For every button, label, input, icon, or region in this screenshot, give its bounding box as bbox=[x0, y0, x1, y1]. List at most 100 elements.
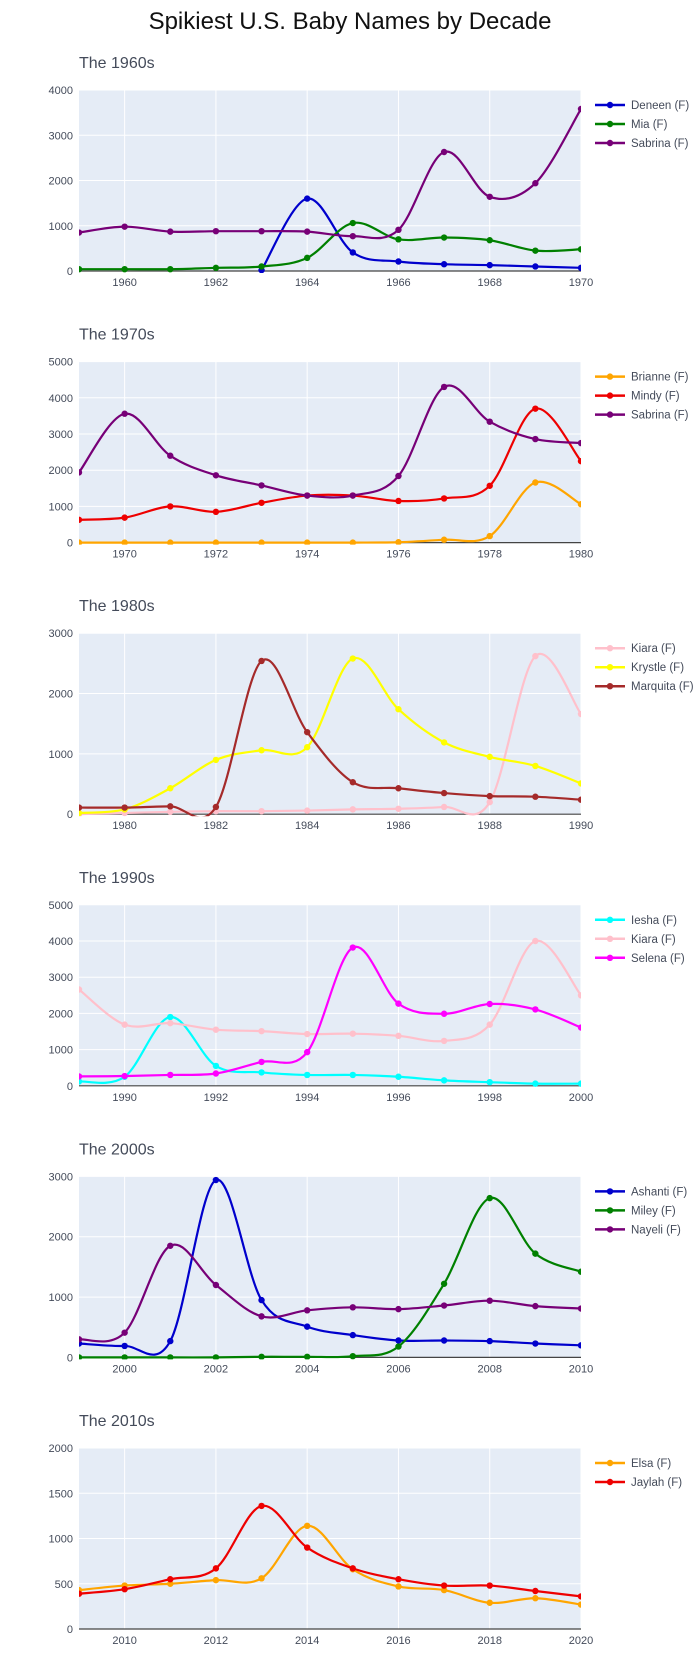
data-point bbox=[349, 232, 357, 240]
data-point bbox=[121, 539, 128, 545]
x-tick-label: 2012 bbox=[204, 1635, 228, 1647]
legend-marker bbox=[606, 954, 614, 961]
y-tick-label: 0 bbox=[67, 1624, 73, 1636]
data-point bbox=[440, 1010, 448, 1017]
plot-area bbox=[79, 1176, 581, 1358]
legend-marker bbox=[606, 120, 614, 128]
y-tick-label: 1000 bbox=[49, 1292, 73, 1304]
x-tick-label: 1998 bbox=[477, 1092, 501, 1104]
x-tick-label: 1978 bbox=[477, 549, 501, 561]
x-tick-label: 1982 bbox=[204, 820, 228, 832]
y-tick-label: 0 bbox=[67, 1081, 73, 1093]
data-point bbox=[532, 793, 539, 800]
data-point bbox=[577, 1268, 581, 1275]
legend-item: Kiara (F) bbox=[595, 643, 676, 655]
data-point bbox=[532, 1302, 539, 1310]
data-point bbox=[303, 1048, 311, 1056]
data-point bbox=[349, 655, 357, 662]
x-tick-label: 2010 bbox=[112, 1635, 136, 1647]
data-point bbox=[212, 1062, 220, 1070]
legend-item: Sabrina (F) bbox=[595, 138, 689, 150]
data-point bbox=[303, 254, 311, 262]
data-point bbox=[486, 482, 493, 489]
subplot-title: The 1990s bbox=[79, 870, 155, 887]
x-tick-label: 1974 bbox=[295, 549, 319, 561]
data-point bbox=[303, 1323, 311, 1330]
y-tick-label: 2000 bbox=[49, 1008, 73, 1020]
x-tick-label: 1964 bbox=[295, 277, 319, 289]
data-point bbox=[303, 228, 311, 235]
plot-area bbox=[79, 361, 581, 543]
x-tick-label: 1968 bbox=[477, 277, 501, 289]
data-point bbox=[577, 1342, 581, 1349]
legend-label: Sabrina (F) bbox=[631, 138, 689, 150]
data-point bbox=[532, 479, 539, 486]
legend-label: Miley (F) bbox=[631, 1205, 676, 1217]
x-tick-label: 1966 bbox=[386, 277, 410, 289]
y-tick-label: 1000 bbox=[49, 749, 73, 761]
legend-item: Selena (F) bbox=[595, 953, 685, 965]
data-point bbox=[395, 805, 402, 812]
data-point bbox=[577, 1305, 581, 1312]
data-point bbox=[440, 789, 448, 797]
y-tick-label: 4000 bbox=[49, 393, 73, 405]
data-point bbox=[395, 539, 402, 545]
data-point bbox=[486, 193, 493, 200]
series-2 bbox=[79, 383, 581, 499]
series-2 bbox=[79, 944, 581, 1080]
data-point bbox=[577, 501, 581, 508]
data-point bbox=[440, 1586, 448, 1594]
data-point bbox=[440, 1582, 448, 1589]
data-point bbox=[395, 497, 402, 505]
x-tick-label: 2002 bbox=[204, 1363, 228, 1375]
data-point bbox=[532, 762, 539, 770]
data-point bbox=[79, 265, 83, 273]
data-point bbox=[212, 1576, 220, 1584]
legend-item: Ashanti (F) bbox=[595, 1186, 687, 1198]
data-point bbox=[79, 229, 83, 236]
subplot-3: The 1990s 0 1000 2000 3000 4000 5000 1990 1992 19… bbox=[49, 870, 685, 1104]
data-point bbox=[258, 1027, 265, 1035]
data-point bbox=[121, 1021, 128, 1028]
data-point bbox=[167, 452, 174, 459]
data-point bbox=[395, 1337, 402, 1344]
y-tick-label: 2000 bbox=[49, 1443, 73, 1455]
y-tick-label: 5000 bbox=[49, 357, 73, 369]
legend-label: Sabrina (F) bbox=[631, 410, 689, 422]
data-point bbox=[440, 739, 448, 746]
series-2 bbox=[79, 105, 581, 240]
legend-item: Deneen (F) bbox=[595, 100, 689, 112]
data-point bbox=[577, 105, 581, 113]
data-point bbox=[167, 1580, 174, 1587]
data-point bbox=[303, 1307, 311, 1314]
legend-label: Brianne (F) bbox=[631, 372, 689, 384]
data-point bbox=[532, 1250, 539, 1257]
x-tick-label: 1984 bbox=[295, 820, 319, 832]
data-point bbox=[440, 536, 448, 543]
subplot-2: The 1980s 0 1000 2000 3000 1980 1982 1984 1986 19… bbox=[49, 598, 694, 832]
legend-label: Deneen (F) bbox=[631, 100, 689, 112]
data-point bbox=[167, 539, 174, 545]
data-point bbox=[258, 499, 265, 506]
y-tick-label: 1000 bbox=[49, 501, 73, 513]
data-point bbox=[532, 937, 539, 945]
legend-item: Mindy (F) bbox=[595, 391, 680, 403]
legend-item: Mia (F) bbox=[595, 119, 668, 131]
data-point bbox=[395, 258, 402, 265]
y-tick-label: 5000 bbox=[49, 900, 73, 912]
y-tick-label: 0 bbox=[67, 538, 73, 550]
data-point bbox=[395, 1305, 402, 1313]
data-point bbox=[303, 1030, 311, 1038]
legend-label: Ashanti (F) bbox=[631, 1186, 687, 1198]
data-point bbox=[79, 809, 83, 817]
x-tick-label: 1960 bbox=[112, 277, 136, 289]
data-point bbox=[577, 992, 581, 999]
data-point bbox=[532, 1080, 539, 1087]
data-point bbox=[79, 1590, 83, 1597]
y-tick-label: 4000 bbox=[49, 936, 73, 948]
data-point bbox=[486, 798, 493, 806]
data-point bbox=[167, 803, 174, 810]
data-point bbox=[577, 457, 581, 465]
page-title: Spikiest U.S. Baby Names by Decade bbox=[148, 8, 552, 35]
legend-marker bbox=[606, 1207, 614, 1214]
